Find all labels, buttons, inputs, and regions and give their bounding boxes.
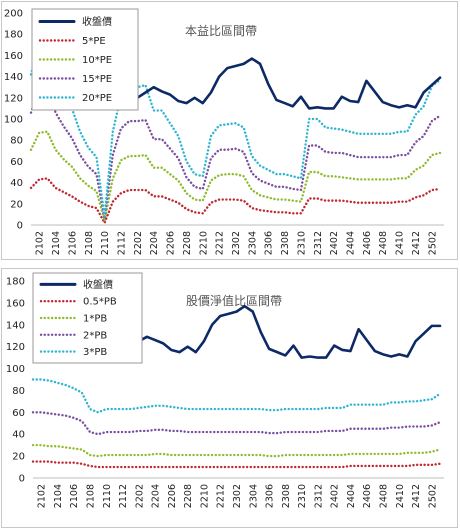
x-tick-label: 2406 [362,484,373,508]
y-tick-label: 160 [4,51,23,62]
x-tick-label: 2112 [116,231,127,255]
y-tick-label: 180 [6,277,25,288]
x-tick-label: 2106 [67,231,78,255]
legend-label: 3*PB [83,347,107,358]
x-tick-label: 2412 [411,484,422,508]
y-tick-label: 140 [4,72,23,83]
y-tick-label: 40 [12,430,25,441]
x-tick-label: 2304 [248,484,259,508]
y-tick-label: 80 [10,136,23,147]
legend-label: 收盤價 [83,278,113,291]
x-tick-label: 2106 [69,484,80,508]
x-tick-label: 2502 [427,484,438,508]
x-tick-label: 2312 [313,231,324,255]
x-tick-label: 2310 [296,231,307,255]
y-tick-label: 100 [6,364,25,375]
legend-label: 2*PB [83,330,107,341]
x-tick-label: 2206 [167,484,178,508]
x-tick-label: 2102 [35,231,46,255]
x-tick-label: 2210 [198,231,209,255]
legend-label: 15*PE [82,74,112,85]
legend-box [32,272,143,364]
x-tick-label: 2406 [362,231,373,255]
x-tick-label: 2202 [133,231,144,255]
x-tick-label: 2410 [395,231,406,255]
y-tick-label: 0 [17,221,23,232]
legend-box [31,8,139,111]
y-tick-label: 20 [12,452,25,463]
y-tick-label: 40 [10,178,23,189]
series-line [31,411,442,436]
x-tick-label: 2502 [427,231,438,255]
x-tick-label: 2308 [281,484,292,508]
legend-label: 1*PB [83,314,107,325]
x-tick-label: 2104 [51,231,62,255]
x-tick-label: 2404 [346,484,357,508]
chart-title: 本益比區間帶 [185,24,257,38]
x-tick-label: 2210 [199,484,210,508]
legend-label: 10*PE [82,55,112,66]
y-tick-label: 80 [12,386,25,397]
y-tick-label: 120 [4,93,23,104]
x-tick-label: 2312 [313,484,324,508]
series-line [111,57,442,110]
x-tick-label: 2104 [53,484,64,508]
x-tick-label: 2102 [37,484,48,508]
x-tick-label: 2208 [183,484,194,508]
x-tick-label: 2212 [215,231,226,255]
y-tick-label: 200 [4,9,23,20]
chart-title: 股價淨值比區間帶 [186,293,282,308]
x-tick-label: 2302 [231,231,242,255]
y-tick-label: 140 [6,320,25,331]
x-tick-label: 2208 [182,231,193,255]
x-tick-label: 2308 [280,231,291,255]
y-tick-label: 180 [4,30,23,41]
x-tick-label: 2302 [232,484,243,508]
x-tick-label: 2206 [166,231,177,255]
y-tick-label: 100 [4,115,23,126]
x-tick-label: 2108 [84,231,95,255]
x-tick-label: 2202 [134,484,145,508]
x-tick-label: 2412 [411,231,422,255]
y-tick-label: 160 [6,298,25,309]
x-tick-label: 2310 [297,484,308,508]
series-line [29,177,442,225]
x-tick-label: 2304 [247,231,258,255]
y-tick-label: 0 [19,474,25,485]
legend-label: 5*PE [82,36,106,47]
x-tick-label: 2408 [378,231,389,255]
x-tick-label: 2402 [329,231,340,255]
y-tick-label: 60 [12,408,25,419]
pe-band-chart: 0 20 40 60 80 100 120 140 160 180 200 2102 2104 2106 2… [4,8,444,255]
x-tick-label: 2110 [102,484,113,508]
x-tick-label: 2410 [395,484,406,508]
legend-label: 0.5*PB [83,297,117,308]
series-line [31,460,442,469]
series-line [29,37,442,218]
legend-label: 20*PE [82,93,112,104]
legend-label: 收盤價 [82,15,112,28]
y-tick-label: 20 [10,199,23,210]
x-tick-label: 2204 [151,484,162,508]
y-tick-label: 60 [10,157,23,168]
x-tick-label: 2112 [118,484,129,508]
series-line [31,378,442,414]
pb-band-chart-panel: 0 20 40 60 80 100 120 140 160 180 2102 2104 2106 2108… [1,268,458,528]
pb-band-chart: 0 20 40 60 80 100 120 140 160 180 2102 2104 2106 2108… [6,272,444,508]
x-tick-label: 2408 [379,484,390,508]
x-tick-label: 2402 [330,484,341,508]
x-tick-label: 2404 [346,231,357,255]
x-tick-label: 2306 [264,231,275,255]
series-line [29,130,442,222]
x-tick-label: 2306 [265,484,276,508]
series-line [31,443,442,458]
series-line [113,304,442,359]
x-tick-label: 2212 [216,484,227,508]
y-tick-label: 120 [6,342,25,353]
x-tick-label: 2204 [149,231,160,255]
x-tick-label: 2110 [100,231,111,255]
series-line [29,83,442,220]
pe-band-chart-panel: 0 20 40 60 80 100 120 140 160 180 200 2102 2104 2106 2… [1,1,458,260]
x-tick-label: 2108 [85,484,96,508]
